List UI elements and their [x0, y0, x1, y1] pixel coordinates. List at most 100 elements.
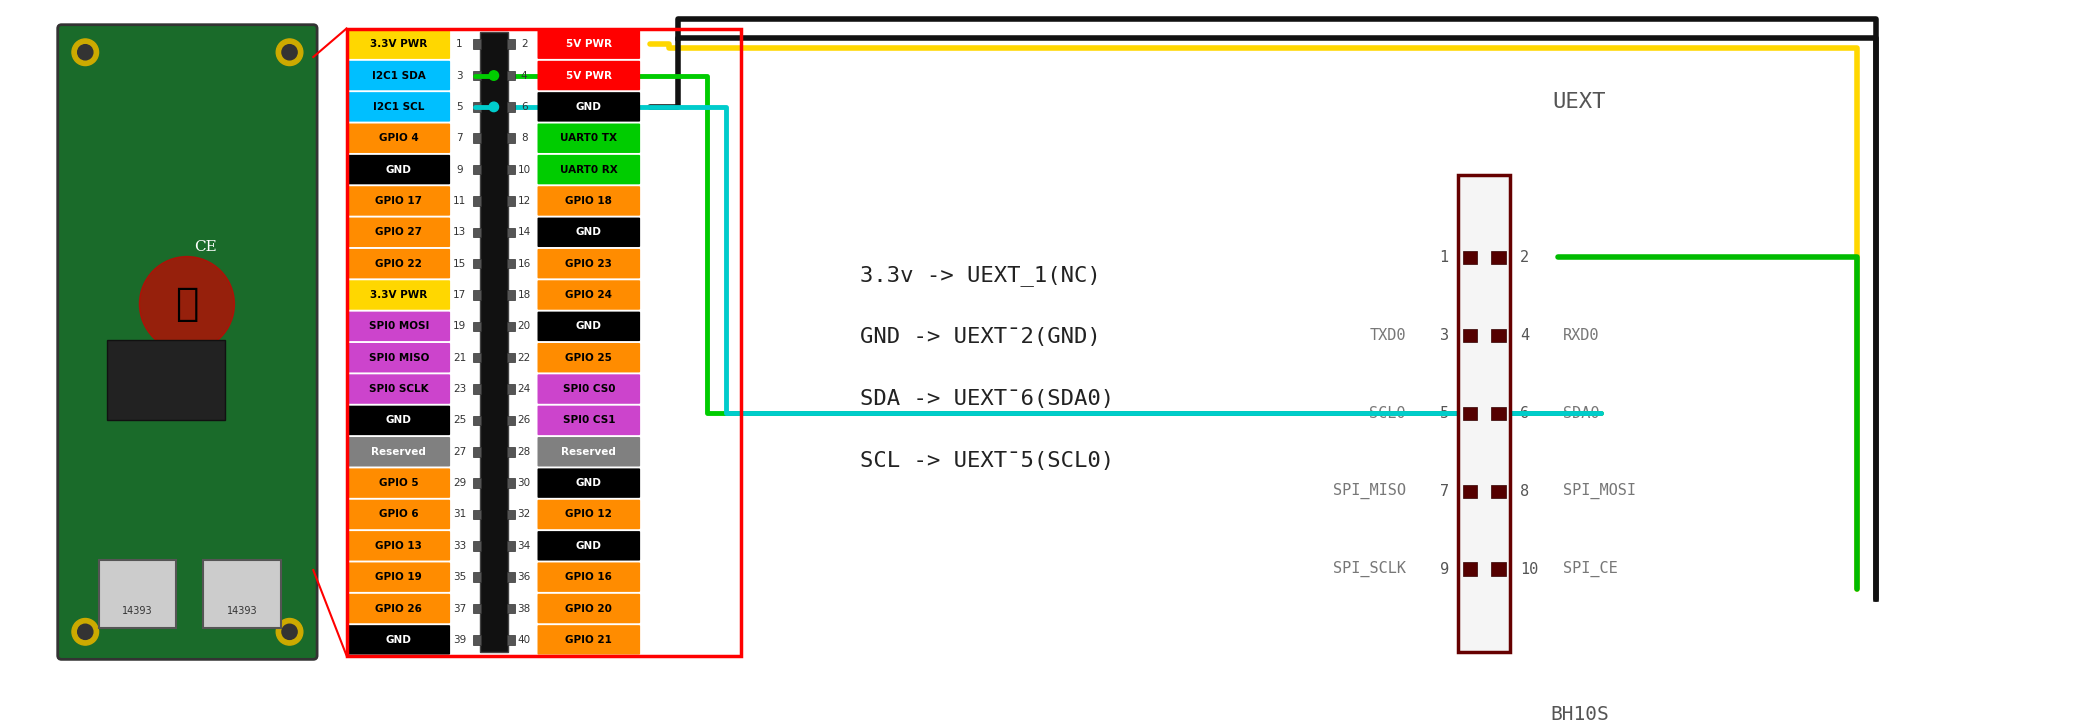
Text: GPIO 13: GPIO 13: [375, 541, 423, 551]
Text: 5V PWR: 5V PWR: [567, 71, 613, 81]
Text: GPIO 19: GPIO 19: [375, 572, 423, 582]
Text: SCL0: SCL0: [1369, 406, 1407, 420]
Text: 8: 8: [1519, 484, 1530, 499]
FancyBboxPatch shape: [348, 186, 450, 216]
Bar: [473, 478, 481, 488]
FancyBboxPatch shape: [348, 30, 450, 59]
Circle shape: [490, 102, 498, 112]
Text: 15: 15: [452, 258, 467, 269]
Text: GPIO 26: GPIO 26: [375, 603, 423, 613]
Bar: [506, 196, 515, 206]
Bar: [506, 415, 515, 426]
FancyBboxPatch shape: [538, 374, 640, 404]
Bar: [473, 196, 481, 206]
FancyBboxPatch shape: [348, 60, 450, 90]
FancyBboxPatch shape: [538, 217, 640, 247]
Text: 11: 11: [452, 196, 467, 206]
Text: 34: 34: [517, 541, 531, 551]
Bar: [473, 71, 481, 81]
FancyBboxPatch shape: [538, 437, 640, 467]
FancyBboxPatch shape: [348, 343, 450, 372]
Text: 20: 20: [517, 321, 531, 331]
FancyBboxPatch shape: [106, 340, 225, 420]
Bar: [1492, 562, 1505, 576]
Text: SDA0: SDA0: [1563, 406, 1598, 420]
FancyBboxPatch shape: [538, 60, 640, 90]
Text: 2: 2: [1519, 250, 1530, 265]
Bar: [473, 133, 481, 143]
Bar: [506, 228, 515, 237]
Bar: [1492, 407, 1505, 420]
Bar: [473, 353, 481, 362]
Text: GPIO 12: GPIO 12: [565, 510, 613, 519]
Bar: [473, 635, 481, 644]
Text: 37: 37: [452, 603, 467, 613]
FancyBboxPatch shape: [538, 531, 640, 561]
Text: SPI_MISO: SPI_MISO: [1334, 483, 1407, 499]
Text: 2: 2: [521, 39, 527, 49]
Text: CE: CE: [194, 240, 217, 254]
Bar: [506, 447, 515, 456]
Text: 5: 5: [1440, 406, 1448, 420]
Bar: [506, 102, 515, 112]
Bar: [473, 415, 481, 426]
Bar: [1463, 562, 1478, 576]
Text: UART0 TX: UART0 TX: [561, 133, 617, 143]
Text: Reserved: Reserved: [561, 447, 617, 456]
FancyBboxPatch shape: [538, 124, 640, 153]
Text: UART0 RX: UART0 RX: [561, 165, 617, 174]
FancyBboxPatch shape: [348, 500, 450, 529]
Text: 28: 28: [517, 447, 531, 456]
Text: 36: 36: [517, 572, 531, 582]
FancyBboxPatch shape: [538, 280, 640, 310]
Text: 1: 1: [1440, 250, 1448, 265]
Text: GND: GND: [575, 541, 602, 551]
Bar: [473, 384, 481, 394]
FancyBboxPatch shape: [538, 500, 640, 529]
Text: GND: GND: [575, 478, 602, 488]
Text: SPI_MOSI: SPI_MOSI: [1563, 483, 1636, 499]
Circle shape: [277, 618, 302, 645]
FancyBboxPatch shape: [348, 405, 450, 435]
FancyBboxPatch shape: [538, 562, 640, 592]
FancyBboxPatch shape: [538, 469, 640, 498]
Text: SPI0 SCLK: SPI0 SCLK: [369, 384, 429, 394]
FancyBboxPatch shape: [98, 559, 177, 628]
FancyBboxPatch shape: [348, 92, 450, 122]
Bar: [506, 510, 515, 519]
Text: 30: 30: [517, 478, 531, 488]
Text: 27: 27: [452, 447, 467, 456]
Bar: [506, 71, 515, 81]
Text: 3: 3: [456, 71, 463, 81]
Text: 35: 35: [452, 572, 467, 582]
FancyBboxPatch shape: [348, 437, 450, 467]
Text: GPIO 4: GPIO 4: [379, 133, 419, 143]
Text: SPI_CE: SPI_CE: [1563, 561, 1617, 577]
Text: 10: 10: [517, 165, 531, 174]
Text: 4: 4: [521, 71, 527, 81]
Text: 19: 19: [452, 321, 467, 331]
FancyBboxPatch shape: [348, 562, 450, 592]
Text: 23: 23: [452, 384, 467, 394]
Text: 17: 17: [452, 290, 467, 300]
FancyBboxPatch shape: [348, 374, 450, 404]
FancyBboxPatch shape: [348, 531, 450, 561]
Text: 7: 7: [1440, 484, 1448, 499]
Bar: [1492, 485, 1505, 498]
Text: GPIO 25: GPIO 25: [565, 353, 613, 363]
Text: GND -> UEXT¯2(GND): GND -> UEXT¯2(GND): [859, 328, 1100, 347]
Text: SPI0 CS0: SPI0 CS0: [563, 384, 615, 394]
Text: GPIO 21: GPIO 21: [565, 635, 613, 645]
FancyBboxPatch shape: [538, 343, 640, 372]
Bar: [346, 29, 740, 655]
Bar: [506, 384, 515, 394]
FancyBboxPatch shape: [348, 155, 450, 184]
Text: 33: 33: [452, 541, 467, 551]
FancyBboxPatch shape: [348, 312, 450, 341]
Text: 3.3v -> UEXT_1(NC): 3.3v -> UEXT_1(NC): [859, 265, 1100, 286]
Text: 1: 1: [456, 39, 463, 49]
Text: 🍓: 🍓: [175, 285, 198, 323]
Text: GND: GND: [386, 165, 413, 174]
Text: Reserved: Reserved: [371, 447, 427, 456]
Circle shape: [281, 45, 298, 60]
